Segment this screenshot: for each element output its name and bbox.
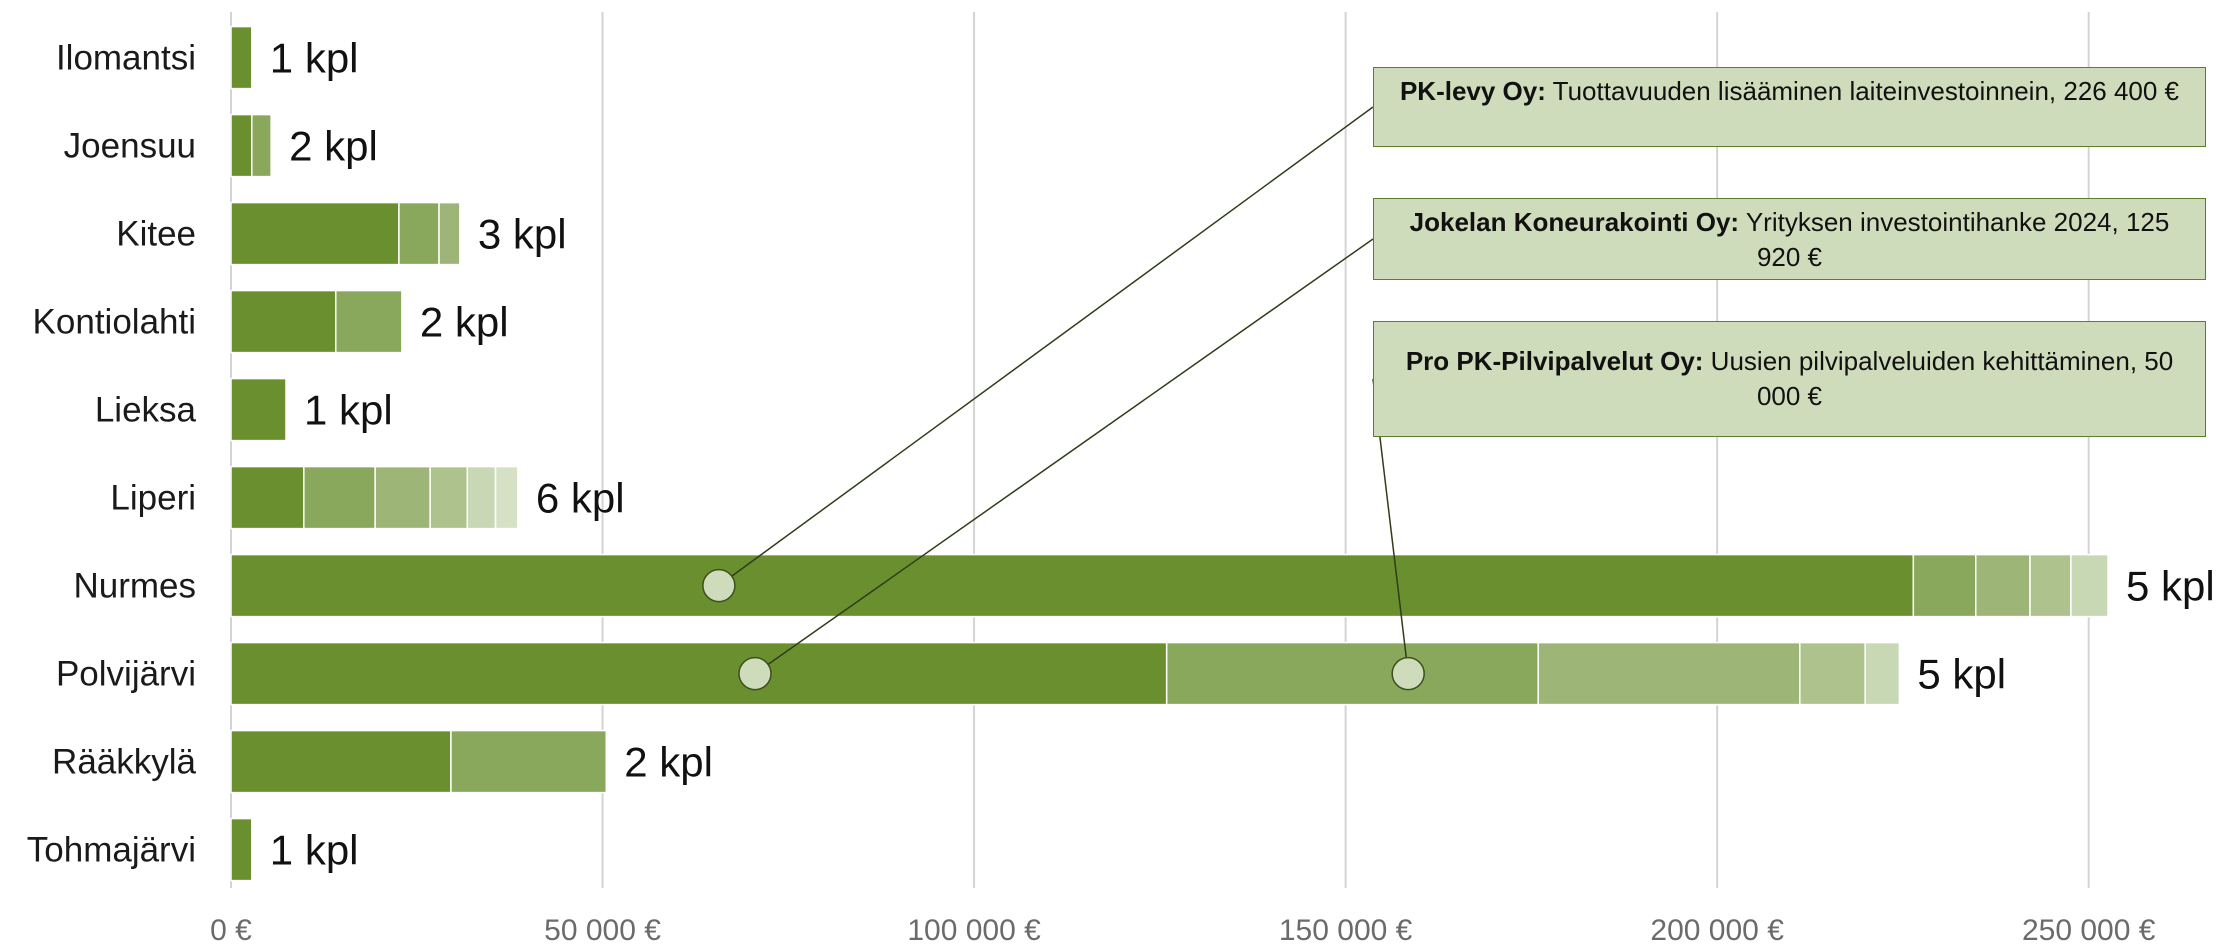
x-tick-label-1: 50 000 € xyxy=(544,914,661,945)
x-tick-label-0: 0 € xyxy=(210,914,252,945)
bar-segment-0-0 xyxy=(230,25,253,90)
bar-segment-1-0 xyxy=(230,113,253,178)
category-label-9: Tohmajärvi xyxy=(27,831,196,870)
bar-segment-5-2 xyxy=(374,465,431,530)
x-axis-tick-labels: 0 € 50 000 € 100 000 € 150 000 € 200 000 € 25… xyxy=(210,914,2156,945)
bar-segment-7-3 xyxy=(1799,641,1866,706)
x-tick-label-3: 150 000 € xyxy=(1279,914,1413,945)
bar-segment-6-3 xyxy=(2029,553,2072,618)
category-label-1: Joensuu xyxy=(64,127,196,166)
bar-segment-1-1 xyxy=(251,113,272,178)
category-label-0: Ilomantsi xyxy=(56,39,196,78)
callout-0-text: Tuottavuuden lisääminen laiteinvestoinne… xyxy=(1545,76,2180,106)
x-tick-label-2: 100 000 € xyxy=(907,914,1041,945)
x-tick-label-5: 250 000 € xyxy=(2022,914,2156,945)
count-label-3: 2 kpl xyxy=(420,299,509,346)
bar-segment-8-0 xyxy=(230,729,452,794)
bar-segment-6-4 xyxy=(2070,553,2109,618)
bar-segment-7-4 xyxy=(1864,641,1901,706)
callout-0: PK-levy Oy: Tuottavuuden lisääminen lait… xyxy=(1373,67,2206,147)
callout-1-text: Yrityksen investointihanke 2024, 125 920… xyxy=(1739,207,2170,272)
callout-2-bold: Pro PK-Pilvipalvelut Oy: xyxy=(1405,346,1704,376)
category-label-8: Rääkkylä xyxy=(52,743,196,782)
bar-segment-5-5 xyxy=(494,465,519,530)
callout-leader-1 xyxy=(754,238,1374,675)
bar-segment-6-2 xyxy=(1975,553,2031,618)
category-label-4: Lieksa xyxy=(95,391,197,430)
callout-leader-0 xyxy=(718,106,1374,587)
category-label-7: Polvijärvi xyxy=(56,655,196,694)
bar-segment-2-2 xyxy=(438,201,461,266)
count-label-0: 1 kpl xyxy=(270,35,359,82)
count-labels: 1 kpl 2 kpl 3 kpl 2 kpl 1 kpl 6 kpl 5 kpl 5 kpl… xyxy=(270,35,2215,874)
x-tick-label-4: 200 000 € xyxy=(1650,914,1784,945)
bar-segment-3-0 xyxy=(230,289,337,354)
count-label-1: 2 kpl xyxy=(289,123,378,170)
bar-segment-9-0 xyxy=(230,817,253,882)
callout-marker-1 xyxy=(738,656,772,691)
count-label-5: 6 kpl xyxy=(536,475,625,522)
callout-0-bold: PK-levy Oy: xyxy=(1399,76,1546,106)
bar-segment-5-1 xyxy=(303,465,376,530)
count-label-9: 1 kpl xyxy=(270,827,359,874)
count-label-6: 5 kpl xyxy=(2126,563,2215,610)
category-label-5: Liperi xyxy=(110,479,196,518)
bar-segment-7-0 xyxy=(230,641,1168,706)
category-label-6: Nurmes xyxy=(73,567,196,606)
bar-segment-7-2 xyxy=(1537,641,1801,706)
count-label-8: 2 kpl xyxy=(624,739,713,786)
category-labels: Ilomantsi Joensuu Kitee Kontiolahti Lieksa Li… xyxy=(27,39,197,870)
count-label-4: 1 kpl xyxy=(304,387,393,434)
callout-2: Pro PK-Pilvipalvelut Oy: Uusien pilvipal… xyxy=(1373,321,2206,437)
bar-segment-5-4 xyxy=(466,465,497,530)
bar-segment-7-1 xyxy=(1165,641,1539,706)
bars xyxy=(230,25,2109,882)
callout-1-bold: Jokelan Koneurakointi Oy: xyxy=(1409,207,1740,237)
callout-2-text: Uusien pilvipalveluiden kehittäminen, 50… xyxy=(1703,346,2174,411)
callout-1: Jokelan Koneurakointi Oy: Yrityksen inve… xyxy=(1373,198,2206,280)
callout-marker-2 xyxy=(1391,656,1425,691)
bar-segment-6-1 xyxy=(1912,553,1977,618)
bar-segment-8-1 xyxy=(450,729,608,794)
bar-segment-6-0 xyxy=(230,553,1915,618)
count-label-7: 5 kpl xyxy=(1917,651,2006,698)
bar-segment-4-0 xyxy=(230,377,287,442)
callout-marker-0 xyxy=(702,568,736,603)
bar-segment-2-0 xyxy=(230,201,400,266)
bar-segment-5-0 xyxy=(230,465,305,530)
category-label-3: Kontiolahti xyxy=(33,303,196,342)
category-label-2: Kitee xyxy=(116,215,196,254)
bar-segment-5-3 xyxy=(429,465,469,530)
callout-leader-lines xyxy=(702,106,1425,691)
bar-segment-3-1 xyxy=(335,289,403,354)
bar-segment-2-1 xyxy=(398,201,440,266)
count-label-2: 3 kpl xyxy=(478,211,567,258)
